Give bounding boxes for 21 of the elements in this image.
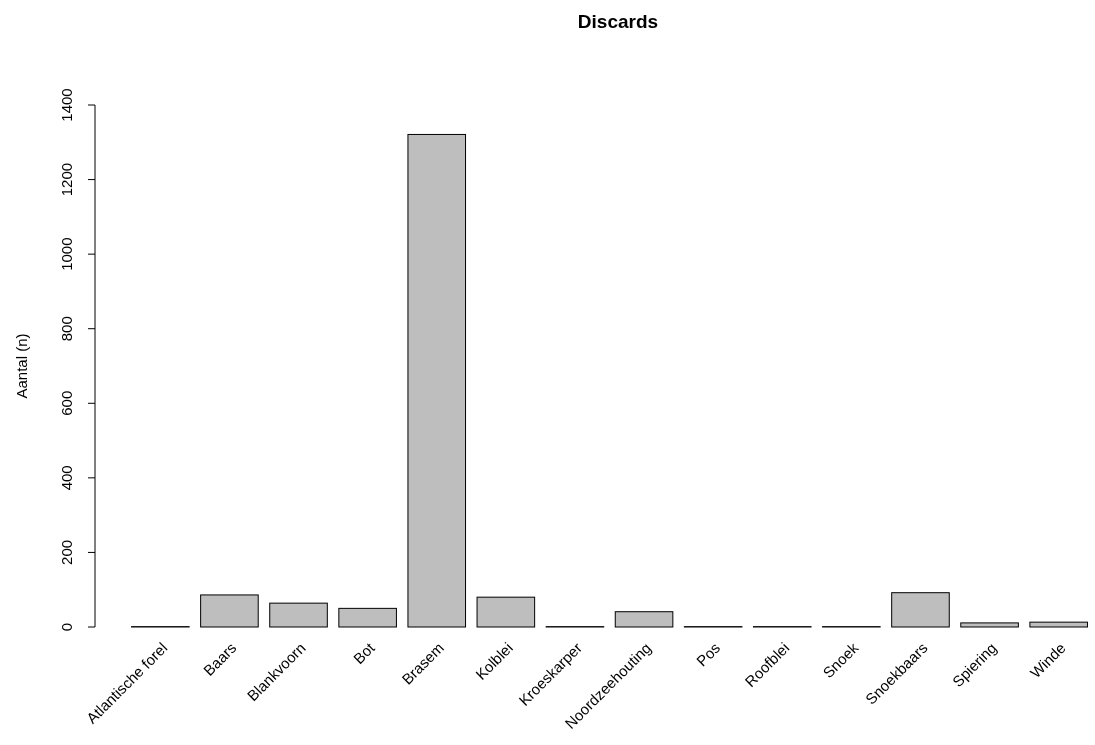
bar — [614, 611, 674, 628]
bar — [891, 592, 950, 628]
y-tick-label: 0 — [58, 622, 75, 632]
bar — [200, 594, 259, 628]
y-tick-label: 400 — [58, 465, 75, 491]
x-tick-label: Pos — [692, 639, 724, 670]
bar — [1029, 621, 1088, 628]
y-tick-label: 1000 — [58, 237, 75, 271]
chart-title: Discards — [577, 11, 659, 32]
x-tick-label: Bot — [349, 638, 379, 668]
bar — [338, 607, 397, 628]
bar — [960, 622, 1019, 628]
y-tick-label: 800 — [58, 316, 75, 342]
bar — [407, 133, 467, 628]
y-tick-label: 200 — [58, 539, 75, 565]
bar — [269, 602, 328, 628]
y-tick-label: 600 — [58, 390, 75, 416]
y-tick-label: 1200 — [58, 162, 75, 197]
y-tick-label: 1400 — [58, 88, 75, 122]
bar — [476, 596, 536, 628]
y-axis-title: Aantal (n) — [13, 333, 30, 399]
